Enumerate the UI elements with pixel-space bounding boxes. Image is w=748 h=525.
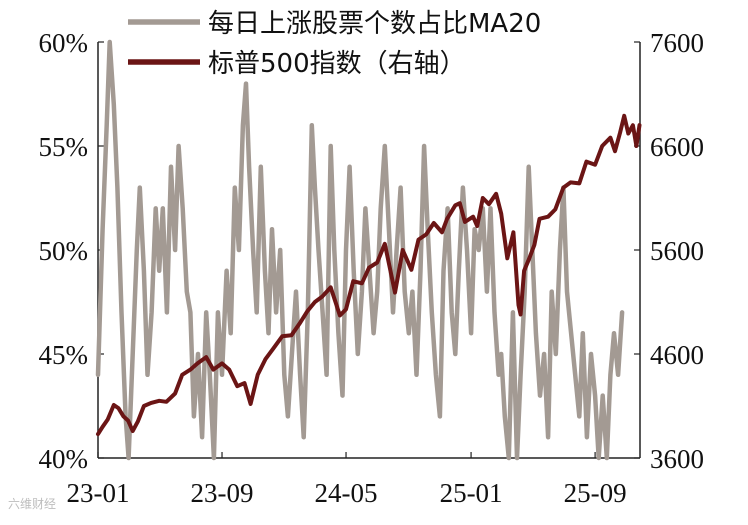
legend-label: 标普500指数（右轴） bbox=[208, 49, 466, 79]
y-right-tick-label: 4600 bbox=[650, 340, 704, 370]
x-tick-label: 23-09 bbox=[191, 478, 254, 508]
y-left-tick-label: 40% bbox=[39, 444, 89, 474]
tick-labels: 40% 45% 50% 55% 60% 3600 4600 5600 6600 7600 23-01… bbox=[39, 28, 705, 508]
x-tick-label: 25-09 bbox=[564, 478, 627, 508]
series-line-breadth-ma20 bbox=[95, 39, 625, 461]
y-left-tick-label: 45% bbox=[39, 340, 89, 370]
legend-label: 每日上涨股票个数占比MA20 bbox=[208, 9, 541, 39]
watermark: 六维财经 bbox=[8, 497, 56, 511]
legend: 每日上涨股票个数占比MA20 标普500指数（右轴） bbox=[128, 9, 541, 79]
series-lines bbox=[95, 39, 642, 461]
y-right-tick-label: 7600 bbox=[650, 28, 704, 58]
x-tick-label: 24-05 bbox=[315, 478, 378, 508]
y-left-tick-label: 60% bbox=[39, 28, 89, 58]
y-left-tick-label: 55% bbox=[39, 132, 89, 162]
x-tick-label: 23-01 bbox=[67, 478, 130, 508]
y-right-tick-label: 5600 bbox=[650, 236, 704, 266]
series-line-sp500 bbox=[96, 113, 642, 437]
y-left-tick-label: 50% bbox=[39, 236, 89, 266]
x-tick-label: 25-01 bbox=[440, 478, 503, 508]
y-right-tick-label: 3600 bbox=[650, 444, 704, 474]
y-right-tick-label: 6600 bbox=[650, 132, 704, 162]
